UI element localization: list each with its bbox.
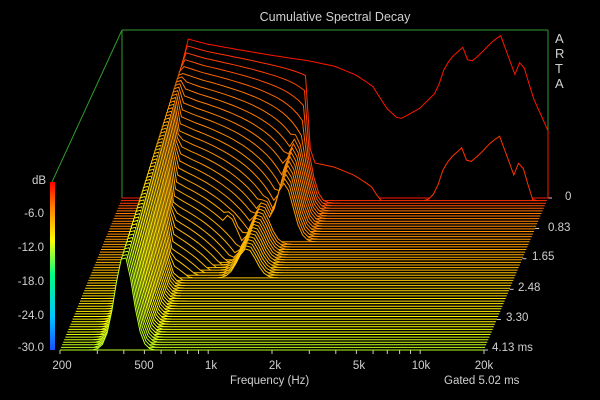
decay-slice [70, 223, 495, 325]
time-tick-label: 0 [565, 191, 572, 203]
time-tick-label: 1.65 [532, 251, 555, 263]
decay-slice [71, 219, 496, 323]
x-tick-label: 20k [474, 360, 494, 372]
y-tick-label: -12.0 [17, 242, 44, 254]
decay-slice [60, 257, 484, 351]
x-tick-label: 500 [134, 360, 154, 372]
decay-slice [73, 212, 499, 317]
decay-slice [90, 158, 516, 276]
time-tick-label: 4.13 ms [492, 342, 533, 354]
decay-slice [96, 137, 522, 261]
decay-slice [86, 171, 512, 287]
brand-letter: A [555, 31, 564, 46]
decay-slice [92, 151, 518, 271]
decay-slice [88, 165, 514, 281]
decay-slice [62, 250, 487, 346]
decay-slice [69, 226, 494, 328]
y-tick-label: -6.0 [24, 208, 44, 220]
decay-slice [85, 175, 510, 289]
tick-marks [59, 197, 552, 354]
x-tick-label: 200 [52, 360, 72, 372]
decay-slice [66, 236, 491, 335]
time-tick-label: 0.83 [548, 222, 571, 234]
decay-slice [93, 148, 519, 269]
chart-title: Cumulative Spectral Decay [259, 10, 411, 24]
x-tick-label: 1k [204, 360, 218, 372]
decay-slice [77, 199, 503, 307]
decay-slice [75, 206, 501, 312]
decay-slice [67, 233, 492, 333]
decay-slice [97, 134, 524, 258]
decay-slice [95, 141, 521, 263]
brand-letter: A [555, 76, 564, 91]
decay-slice [81, 189, 506, 299]
decay-slice [89, 161, 515, 279]
decay-slice [84, 178, 509, 292]
decay-slice [64, 243, 489, 341]
brand-letter: T [555, 61, 563, 76]
gate-label: Gated 5.02 ms [444, 375, 520, 387]
decay-slice [76, 202, 502, 310]
decay-slice [78, 195, 504, 305]
decay-slice [61, 253, 486, 348]
decay-slice [82, 185, 507, 297]
decay-slice [68, 230, 493, 330]
y-tick-label: -24.0 [17, 310, 44, 322]
y-axis-unit-label: dB [32, 175, 47, 187]
db-colorbar [50, 182, 55, 350]
x-tick-label: 10k [411, 360, 431, 372]
decay-slice [65, 240, 490, 338]
decay-slice [72, 216, 497, 320]
x-tick-label: 5k [352, 360, 366, 372]
decay-slice [74, 209, 500, 315]
y-tick-label: -18.0 [17, 276, 44, 288]
frame-side-top [51, 29, 123, 183]
decay-slice [91, 154, 517, 274]
decay-slice [80, 192, 505, 302]
y-tick-label: -30.0 [17, 342, 44, 354]
decay-slice [87, 168, 513, 284]
x-tick-label: 2k [268, 360, 282, 372]
brand-letter: R [555, 46, 565, 61]
x-axis-title: Frequency (Hz) [230, 375, 310, 387]
decay-slice [63, 247, 488, 343]
time-tick-label: 3.30 [506, 312, 529, 324]
decay-slice [83, 182, 508, 294]
decay-slices [60, 34, 549, 351]
decay-slice [94, 144, 520, 266]
time-tick-label: 2.48 [518, 282, 541, 294]
